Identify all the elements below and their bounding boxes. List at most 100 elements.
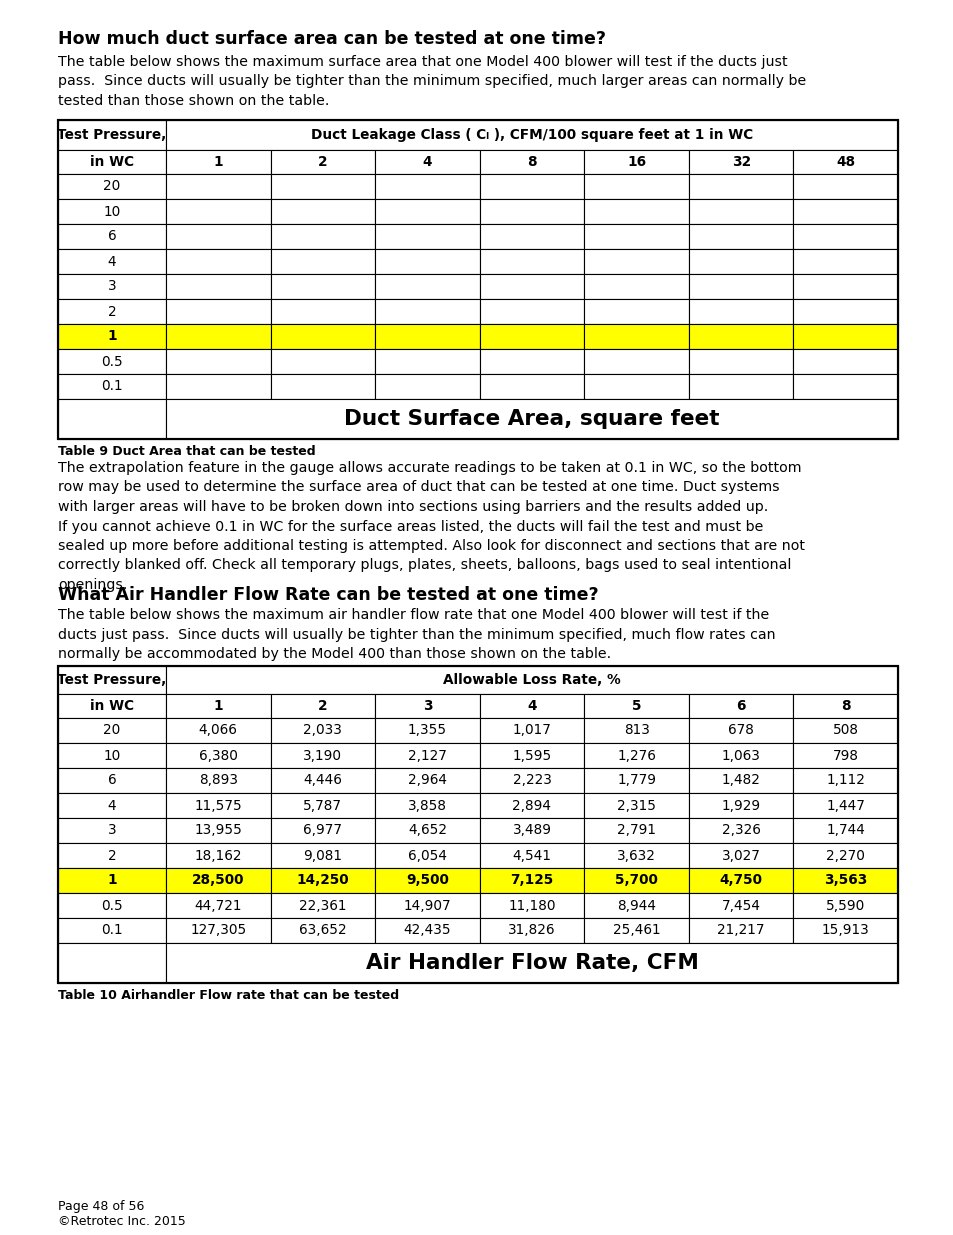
Bar xyxy=(479,350,583,374)
Bar xyxy=(583,918,688,944)
Text: 8,893: 8,893 xyxy=(198,773,237,788)
Bar xyxy=(479,743,583,768)
Bar xyxy=(375,374,479,399)
Bar xyxy=(688,718,793,743)
Text: 3,190: 3,190 xyxy=(303,748,342,762)
Bar xyxy=(583,768,688,793)
Bar xyxy=(58,918,166,944)
Text: 14,907: 14,907 xyxy=(403,899,451,913)
Text: 6,054: 6,054 xyxy=(408,848,446,862)
Bar xyxy=(793,743,897,768)
Text: 1,112: 1,112 xyxy=(825,773,864,788)
Text: 127,305: 127,305 xyxy=(190,924,246,937)
Text: 1,063: 1,063 xyxy=(721,748,760,762)
Text: 11,180: 11,180 xyxy=(508,899,556,913)
Bar xyxy=(58,224,166,249)
Bar xyxy=(583,718,688,743)
Bar xyxy=(58,666,897,983)
Bar xyxy=(688,149,793,174)
Text: 1,482: 1,482 xyxy=(721,773,760,788)
Bar xyxy=(271,174,375,199)
Bar xyxy=(271,350,375,374)
Bar xyxy=(688,818,793,844)
Bar xyxy=(166,249,271,274)
Bar xyxy=(271,768,375,793)
Bar xyxy=(583,374,688,399)
Text: 3,027: 3,027 xyxy=(721,848,760,862)
Bar xyxy=(479,249,583,274)
Bar xyxy=(479,694,583,718)
Text: 5: 5 xyxy=(631,699,640,713)
Text: Air Handler Flow Rate, CFM: Air Handler Flow Rate, CFM xyxy=(365,953,698,973)
Text: 2,127: 2,127 xyxy=(408,748,446,762)
Bar xyxy=(479,768,583,793)
Bar xyxy=(375,793,479,818)
Text: 9,081: 9,081 xyxy=(303,848,342,862)
Bar xyxy=(271,299,375,324)
Text: 2: 2 xyxy=(108,848,116,862)
Text: 0.5: 0.5 xyxy=(101,899,123,913)
Text: Table 9 Duct Area that can be tested: Table 9 Duct Area that can be tested xyxy=(58,445,315,458)
Bar xyxy=(479,299,583,324)
Bar xyxy=(271,374,375,399)
Text: 4,446: 4,446 xyxy=(303,773,342,788)
Text: 8: 8 xyxy=(527,156,537,169)
Bar xyxy=(58,324,166,350)
Bar xyxy=(166,944,897,983)
Bar xyxy=(375,149,479,174)
Bar xyxy=(58,666,897,983)
Bar xyxy=(166,718,271,743)
Bar xyxy=(166,149,271,174)
Bar xyxy=(58,944,166,983)
Bar xyxy=(793,224,897,249)
Bar xyxy=(166,374,271,399)
Text: 5,590: 5,590 xyxy=(825,899,864,913)
Text: 4,750: 4,750 xyxy=(719,873,761,888)
Text: 25,461: 25,461 xyxy=(612,924,659,937)
Bar xyxy=(375,350,479,374)
Bar xyxy=(375,768,479,793)
Bar xyxy=(271,249,375,274)
Bar xyxy=(58,399,166,438)
Bar xyxy=(58,793,166,818)
Bar xyxy=(271,694,375,718)
Bar xyxy=(166,120,897,149)
Bar xyxy=(166,694,271,718)
Text: 2: 2 xyxy=(108,305,116,319)
Text: 3,632: 3,632 xyxy=(617,848,656,862)
Bar xyxy=(688,793,793,818)
Text: 3: 3 xyxy=(108,279,116,294)
Text: 11,575: 11,575 xyxy=(194,799,242,813)
Bar xyxy=(271,199,375,224)
Bar xyxy=(688,324,793,350)
Bar xyxy=(166,743,271,768)
Bar xyxy=(793,199,897,224)
Bar xyxy=(271,149,375,174)
Bar xyxy=(793,844,897,868)
Bar xyxy=(583,149,688,174)
Text: 1: 1 xyxy=(213,699,223,713)
Bar xyxy=(793,174,897,199)
Text: 4,541: 4,541 xyxy=(512,848,551,862)
Bar xyxy=(166,324,271,350)
Bar xyxy=(793,793,897,818)
Bar xyxy=(479,868,583,893)
Bar xyxy=(375,918,479,944)
Bar xyxy=(271,324,375,350)
Text: Table 10 Airhandler Flow rate that can be tested: Table 10 Airhandler Flow rate that can b… xyxy=(58,989,398,1002)
Bar xyxy=(793,249,897,274)
Bar xyxy=(793,718,897,743)
Bar xyxy=(58,893,166,918)
Bar xyxy=(583,893,688,918)
Text: 16: 16 xyxy=(626,156,645,169)
Bar xyxy=(58,249,166,274)
Bar xyxy=(793,768,897,793)
Bar xyxy=(58,120,897,438)
Text: 2,033: 2,033 xyxy=(303,724,342,737)
Bar xyxy=(166,918,271,944)
Text: 14,250: 14,250 xyxy=(296,873,349,888)
Bar xyxy=(166,224,271,249)
Text: 3: 3 xyxy=(422,699,432,713)
Text: 1: 1 xyxy=(213,156,223,169)
Bar xyxy=(793,274,897,299)
